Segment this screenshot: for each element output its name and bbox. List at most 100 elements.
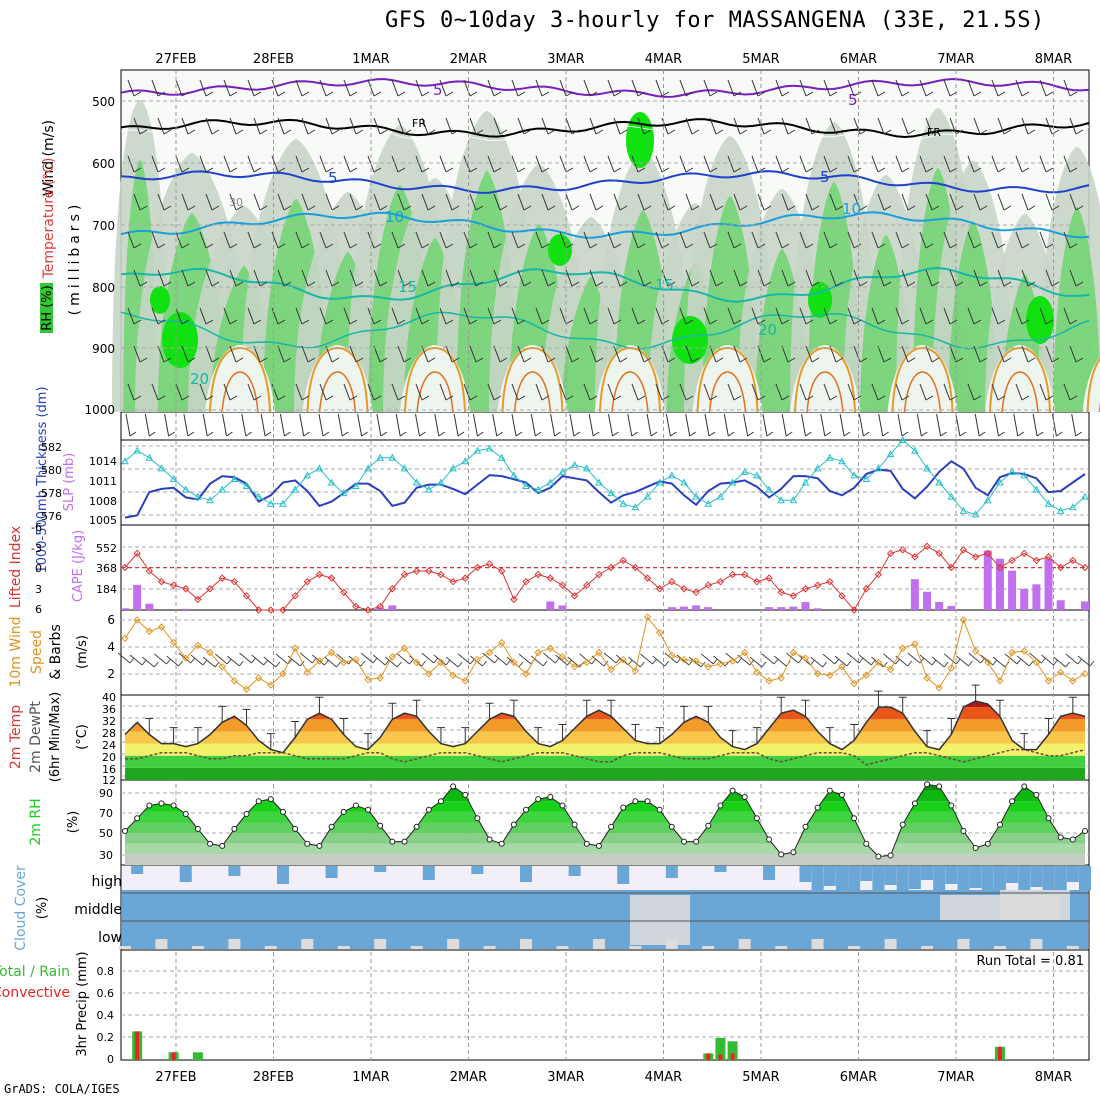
wind-barb xyxy=(319,79,334,97)
surface-wind-barb xyxy=(241,413,253,437)
lifted-index-marker xyxy=(133,549,141,558)
wind10-marker xyxy=(1044,677,1053,685)
wind-barb xyxy=(727,155,742,173)
temp-contour-25 xyxy=(404,346,466,413)
precip-tick: 0.2 xyxy=(97,1031,115,1044)
wind10-barb xyxy=(628,656,645,668)
temp-axis-label: Temperature (°C) xyxy=(41,158,57,280)
wind-barb xyxy=(631,307,646,325)
wind-barb xyxy=(415,383,430,401)
surface-wind-barb xyxy=(144,413,156,437)
thick-tick: 578 xyxy=(41,487,62,500)
rh-axis-label: RH (%) xyxy=(40,285,55,330)
wind-barb xyxy=(127,155,142,173)
wind-barb xyxy=(685,345,700,363)
wind10-marker xyxy=(242,685,251,694)
wind-barb xyxy=(799,383,814,401)
wind10-marker xyxy=(485,648,494,657)
wind10-marker xyxy=(753,668,761,677)
rh2m-marker xyxy=(510,821,517,828)
surface-wind-barb xyxy=(743,413,754,437)
rh2m-marker xyxy=(389,838,396,845)
lifted-index-marker xyxy=(157,577,166,586)
wind-barb xyxy=(439,307,454,325)
wind-barb xyxy=(703,231,718,249)
wind-barb xyxy=(295,307,310,325)
wind-barb xyxy=(415,307,430,325)
wind-barb xyxy=(775,231,790,249)
cloud-high-bar xyxy=(471,866,484,874)
wind-barb xyxy=(775,79,790,97)
rh2m-marker xyxy=(401,838,408,845)
wind-barb xyxy=(319,231,334,249)
slp-marker xyxy=(935,478,944,486)
wind-barb xyxy=(325,193,340,211)
cloud-high-bar xyxy=(228,866,241,876)
pressure-ticks: 500 600 700 800 900 1000 xyxy=(84,95,115,417)
p-tick: 500 xyxy=(92,95,115,109)
lifted-index-marker xyxy=(1081,563,1089,572)
thick-tick: 582 xyxy=(41,441,62,454)
wind-barb xyxy=(871,383,886,401)
slp-marker xyxy=(169,474,178,482)
wind-barb xyxy=(391,383,406,401)
rh-low-region xyxy=(887,345,958,412)
wind10-marker xyxy=(461,677,469,685)
wind10-marker xyxy=(1081,670,1089,678)
wind10-marker xyxy=(838,662,846,671)
wind-barb xyxy=(895,155,910,173)
rh2m-marker xyxy=(304,840,311,847)
precip-convective-bar xyxy=(718,1054,723,1060)
thickness-line xyxy=(124,460,1086,519)
temp-contour-30 xyxy=(708,371,747,413)
contour-label: 10 xyxy=(385,208,404,226)
wind-barb xyxy=(247,383,262,401)
wind-barb xyxy=(805,345,820,363)
wind-barb xyxy=(733,345,748,363)
temp-minmax-bar xyxy=(777,696,786,714)
cloud-high-bar xyxy=(422,866,435,880)
wind-barb xyxy=(127,307,142,325)
wind-barb xyxy=(199,79,214,97)
cloud-high-bar xyxy=(763,866,776,880)
contour-label: FR xyxy=(927,126,941,139)
rh-legend-swatch xyxy=(40,283,53,333)
temp-minmax-bar xyxy=(728,730,737,747)
lifted-index-marker xyxy=(1056,563,1065,572)
lifted-index-marker xyxy=(923,542,931,550)
wind10-marker xyxy=(327,648,336,657)
wind-barb xyxy=(823,155,838,173)
rh2m-marker xyxy=(984,840,991,847)
slp-marker xyxy=(157,464,166,472)
wind10-barb xyxy=(944,653,961,665)
slp-marker xyxy=(279,499,287,507)
top-date-axis: 27FEB 28FEB 1MAR 2MAR 3MAR 4MAR 5MAR 6MAR 7MAR 8M… xyxy=(155,52,1072,67)
wind-barb xyxy=(517,193,532,211)
wind-barb xyxy=(559,231,574,249)
wind-barb xyxy=(655,79,670,97)
cloud-high-bar xyxy=(179,866,192,882)
surface-wind-barb xyxy=(337,413,349,437)
lifted-index-marker xyxy=(1020,549,1028,558)
wind-barb xyxy=(1015,79,1030,97)
cape-bar xyxy=(995,558,1004,610)
temp-contour-10 xyxy=(120,211,1090,239)
surface-wind-barb xyxy=(222,413,233,437)
wind-barb xyxy=(901,345,916,363)
rh-high-region xyxy=(162,312,198,368)
wind10-marker xyxy=(218,662,226,671)
lifted-index-marker xyxy=(838,592,846,600)
rh-high-region xyxy=(626,112,654,168)
surface-wind-barb xyxy=(164,413,175,437)
wind-barb xyxy=(493,193,508,211)
thick-tick: 580 xyxy=(41,464,62,477)
wind-barb xyxy=(997,193,1012,211)
temp-minmax-bar xyxy=(1044,717,1053,735)
lifted-index-marker xyxy=(182,585,190,593)
cloud-low-gap xyxy=(191,946,204,949)
surface-wind-barb xyxy=(511,413,523,437)
cloud-high-bar xyxy=(131,866,144,874)
rh2m-marker xyxy=(778,851,785,858)
wind-barb xyxy=(613,117,628,135)
wind-barb xyxy=(319,383,334,401)
